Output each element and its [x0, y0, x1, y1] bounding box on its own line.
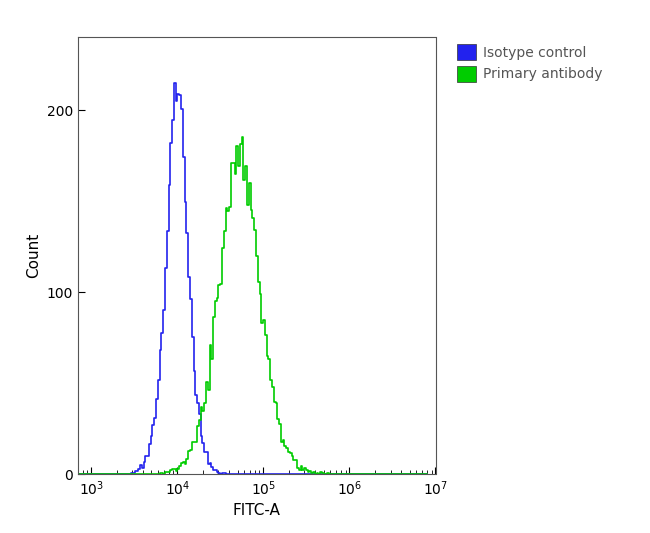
- X-axis label: FITC-A: FITC-A: [233, 503, 281, 519]
- Y-axis label: Count: Count: [26, 233, 41, 278]
- Legend: Isotype control, Primary antibody: Isotype control, Primary antibody: [457, 44, 603, 82]
